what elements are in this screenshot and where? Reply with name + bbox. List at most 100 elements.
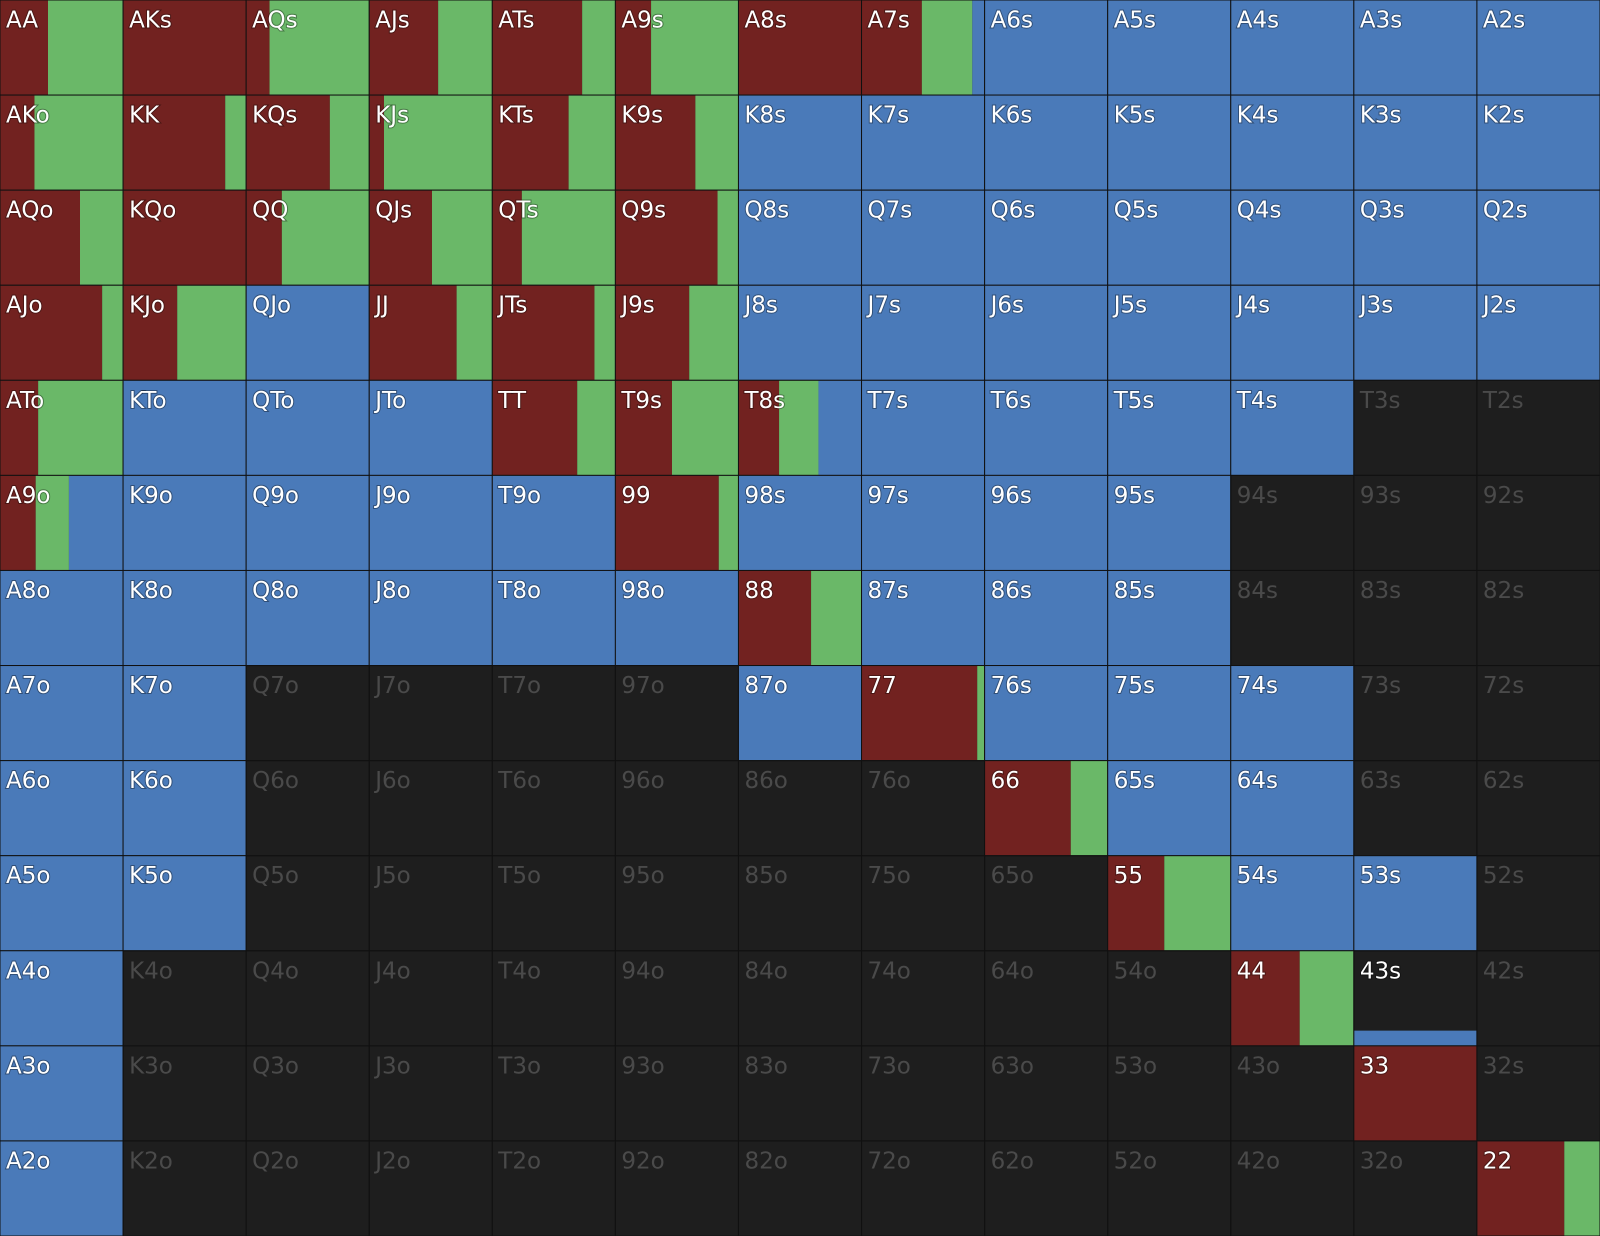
- hand-label: AQo: [6, 198, 54, 224]
- hand-label: AKo: [6, 103, 50, 129]
- hand-label: J3o: [373, 1053, 411, 1079]
- hand-label: J4s: [1235, 293, 1270, 319]
- hand-label: J5o: [373, 863, 411, 889]
- hand-cell: A4s: [1230, 0, 1355, 96]
- hand-label: A7s: [868, 8, 910, 34]
- hand-cell: 33: [1353, 1045, 1478, 1142]
- action-segment: [123, 665, 247, 761]
- hand-cell: 75s: [1107, 665, 1232, 762]
- hand-cell: JTs: [491, 284, 616, 381]
- action-segment: [0, 760, 124, 856]
- hand-label: 97s: [868, 483, 909, 509]
- hand-cell: J6o: [368, 760, 493, 857]
- action-segment: [811, 570, 862, 666]
- hand-cell: 66: [984, 760, 1109, 857]
- hand-label: J9s: [619, 293, 654, 319]
- action-segment: [738, 190, 862, 286]
- hand-cell: KTo: [122, 379, 247, 476]
- action-segment: [615, 190, 718, 286]
- hand-label: 43o: [1237, 1053, 1280, 1079]
- hand-label: 75s: [1114, 673, 1155, 699]
- hand-cell: Q7s: [861, 189, 986, 286]
- hand-cell: QTo: [245, 379, 370, 476]
- action-segment: [615, 475, 719, 571]
- action-segment: [456, 285, 493, 381]
- hand-label: T7s: [867, 388, 909, 414]
- hand-label: 54s: [1237, 863, 1278, 889]
- hand-label: Q3o: [252, 1053, 299, 1079]
- action-segment: [1476, 0, 1600, 96]
- hand-label: 65o: [991, 863, 1034, 889]
- action-segment: [1353, 0, 1477, 96]
- hand-cell: QJs: [368, 189, 493, 286]
- hand-label: T7o: [497, 673, 541, 699]
- action-segment: [1107, 190, 1231, 286]
- hand-label: K8s: [744, 103, 786, 129]
- hand-cell: K3s: [1353, 94, 1478, 191]
- action-segment: [492, 475, 616, 571]
- hand-label: Q5o: [252, 863, 299, 889]
- hand-cell: K6o: [122, 760, 247, 857]
- action-segment: [1353, 1030, 1477, 1046]
- action-segment: [123, 855, 247, 951]
- hand-cell: 87s: [861, 569, 986, 667]
- action-segment: [369, 380, 493, 476]
- action-segment: [921, 0, 973, 96]
- action-segment: [1230, 855, 1354, 951]
- hand-cell: 74s: [1230, 665, 1355, 762]
- hand-cell: 86s: [984, 569, 1109, 667]
- hand-cell: Q8o: [245, 569, 370, 667]
- action-segment: [0, 950, 124, 1046]
- hand-cell: AQs: [245, 0, 370, 96]
- hand-cell: KJo: [122, 284, 247, 381]
- hand-cell: A9o: [0, 474, 124, 571]
- hand-cell: A4o: [0, 950, 124, 1047]
- action-segment: [1230, 95, 1354, 191]
- hand-cell: 44: [1230, 950, 1355, 1047]
- action-segment: [738, 570, 812, 666]
- hand-cell: 93s: [1353, 474, 1478, 571]
- hand-label: K7s: [868, 103, 910, 129]
- action-segment: [615, 380, 672, 476]
- action-segment: [984, 475, 1108, 571]
- action-segment: [861, 570, 985, 666]
- action-segment: [672, 380, 739, 476]
- action-segment: [123, 475, 247, 571]
- action-segment: [369, 475, 493, 571]
- hand-cell: QTs: [491, 189, 616, 286]
- hand-cell: 97s: [861, 474, 986, 571]
- action-segment: [123, 190, 247, 286]
- hand-cell: K4s: [1230, 94, 1355, 191]
- hand-cell: 98o: [614, 569, 739, 667]
- hand-label: KK: [129, 103, 160, 129]
- action-segment: [369, 0, 439, 96]
- hand-cell: K9o: [122, 474, 247, 571]
- hand-label: T3s: [1359, 388, 1401, 414]
- hand-cell: A2o: [0, 1140, 124, 1236]
- action-segment: [369, 190, 432, 286]
- hand-cell: 76s: [984, 665, 1109, 762]
- hand-label: J8s: [742, 293, 777, 319]
- action-segment: [984, 0, 1108, 96]
- hand-label: J7o: [373, 673, 411, 699]
- action-segment: [38, 380, 124, 476]
- hand-label: TT: [497, 388, 527, 414]
- hand-cell: 62s: [1476, 760, 1600, 857]
- hand-cell: 32o: [1353, 1140, 1478, 1236]
- action-segment: [1107, 95, 1231, 191]
- action-segment: [779, 380, 819, 476]
- action-segment: [1476, 1140, 1565, 1236]
- hand-label: 93o: [621, 1053, 664, 1079]
- hand-cell: A8s: [737, 0, 863, 96]
- hand-label: J4o: [373, 958, 411, 984]
- hand-cell: Q4s: [1230, 189, 1355, 286]
- hand-cell: A7s: [861, 0, 986, 96]
- hand-label: A7o: [6, 673, 50, 699]
- action-segment: [718, 475, 739, 571]
- hand-label: A3o: [6, 1053, 50, 1079]
- hand-label: KJo: [129, 293, 165, 319]
- hand-label: AA: [6, 8, 38, 34]
- action-segment: [818, 380, 862, 476]
- action-segment: [615, 95, 696, 191]
- hand-cell: 64s: [1230, 760, 1355, 857]
